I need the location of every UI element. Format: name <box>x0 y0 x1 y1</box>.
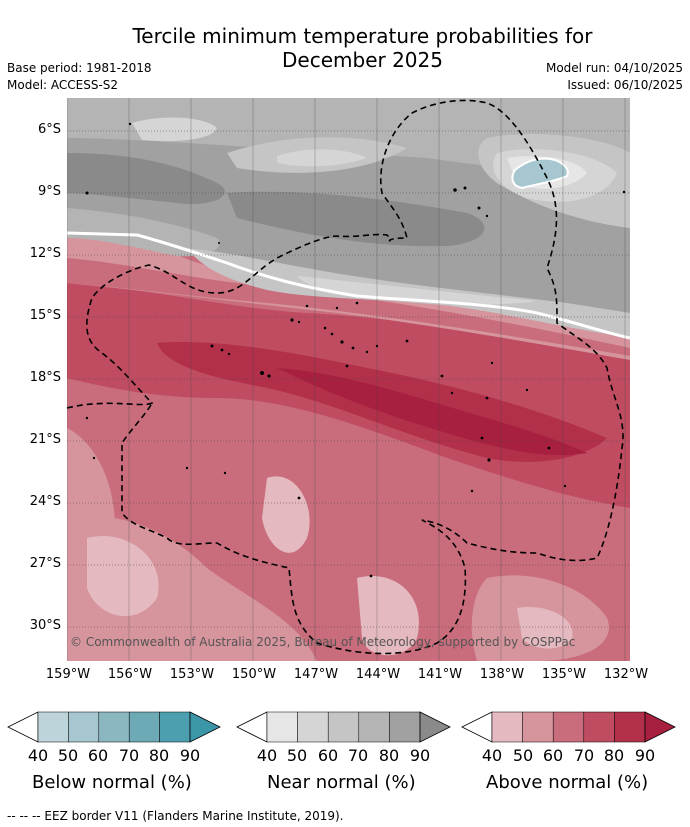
near-colorbar-segment <box>389 711 421 743</box>
below-tick-50: 50 <box>57 746 79 765</box>
below-colorbar-low-arrow <box>7 711 39 743</box>
issued-date: Issued: 06/10/2025 <box>567 78 683 92</box>
legend-above-colorbar <box>461 711 676 743</box>
near-colorbar-segment <box>358 711 390 743</box>
lon-label-159w: 159°W <box>45 667 91 682</box>
below-colorbar-segment <box>98 711 130 743</box>
above-40-patch-se <box>517 607 573 649</box>
lon-label-144w: 144°W <box>355 667 401 682</box>
above-tick-90: 90 <box>634 746 656 765</box>
model-run: Model run: 04/10/2025 <box>545 61 683 75</box>
near-50-patch-nw <box>132 117 217 142</box>
below-tick-60: 60 <box>87 746 109 765</box>
lat-label-30s: 30°S <box>29 618 61 633</box>
legend-near-title: Near normal (%) <box>267 772 416 793</box>
lon-label-138w: 138°W <box>479 667 525 682</box>
below-tick-40: 40 <box>27 746 49 765</box>
above-tick-70: 70 <box>573 746 595 765</box>
above-colorbar-segment <box>522 711 554 743</box>
lat-label-27s: 27°S <box>29 556 61 571</box>
lon-label-153w: 153°W <box>169 667 215 682</box>
lat-label-24s: 24°S <box>29 494 61 509</box>
legend-colorbars <box>7 711 676 743</box>
near-colorbar-segment <box>327 711 360 743</box>
below-normal-patch <box>511 157 569 190</box>
above-40-patch-center <box>262 476 310 553</box>
lon-label-147w: 147°W <box>293 667 339 682</box>
near-50-transition <box>297 276 537 305</box>
below-colorbar-segment <box>159 711 191 743</box>
above-colorbar-low-arrow <box>461 711 493 743</box>
base-period: Base period: 1981-2018 <box>7 61 152 75</box>
above-colorbar-segment <box>614 711 646 743</box>
below-tick-70: 70 <box>118 746 140 765</box>
lon-label-141w: 141°W <box>417 667 463 682</box>
below-colorbar-segment <box>37 711 69 743</box>
legend-below-colorbar <box>7 711 221 743</box>
above-tick-60: 60 <box>542 746 564 765</box>
below-colorbar-high-arrow <box>189 711 221 743</box>
near-50-patch-north <box>277 149 367 167</box>
above-tick-50: 50 <box>512 746 534 765</box>
eez-footnote: -- -- -- EEZ border V11 (Flanders Marine… <box>7 809 344 823</box>
near-tick-50: 50 <box>286 746 308 765</box>
near-70-patch-sw <box>67 208 220 257</box>
near-90-patch-center <box>227 191 485 247</box>
near-colorbar-high-arrow <box>419 711 451 743</box>
near-colorbar-segment <box>266 711 298 743</box>
above-colorbar-segment <box>552 711 585 743</box>
near-colorbar-low-arrow <box>236 711 268 743</box>
lon-label-135w: 135°W <box>541 667 587 682</box>
model-name: Model: ACCESS-S2 <box>7 78 119 92</box>
lat-label-18s: 18°S <box>29 370 61 385</box>
lat-label-6s: 6°S <box>37 122 61 137</box>
near-tick-60: 60 <box>317 746 339 765</box>
above-colorbar-segment <box>583 711 615 743</box>
above-tick-80: 80 <box>603 746 625 765</box>
lon-label-150w: 150°W <box>231 667 277 682</box>
meta-left: Base period: 1981-2018 Model: ACCESS-S2 <box>7 60 152 94</box>
map-svg <box>67 98 630 661</box>
above-40-patch-south <box>357 576 419 656</box>
legend-above-title: Above normal (%) <box>486 772 649 793</box>
lat-label-9s: 9°S <box>37 184 61 199</box>
near-90-patch-west <box>67 153 225 204</box>
below-tick-80: 80 <box>148 746 170 765</box>
lat-label-15s: 15°S <box>29 308 61 323</box>
near-tick-90: 90 <box>409 746 431 765</box>
below-colorbar-segment <box>128 711 160 743</box>
copyright-notice: © Commonwealth of Australia 2025, Bureau… <box>70 635 576 649</box>
tercile-boundary <box>67 231 630 340</box>
above-60-transition <box>67 258 630 356</box>
title-line-1: Tercile minimum temperature probabilitie… <box>132 24 593 48</box>
lat-label-21s: 21°S <box>29 432 61 447</box>
above-colorbar-high-arrow <box>644 711 676 743</box>
eez-border <box>67 99 624 655</box>
lat-label-12s: 12°S <box>29 246 61 261</box>
title-line-2: December 2025 <box>282 48 443 72</box>
lon-label-156w: 156°W <box>107 667 153 682</box>
meta-right: Model run: 04/10/2025 Issued: 06/10/2025 <box>546 60 683 94</box>
above-tick-40: 40 <box>481 746 503 765</box>
above-40-patch-sw <box>87 536 159 617</box>
lat-gridlines <box>67 130 630 628</box>
below-colorbar-segment <box>68 711 100 743</box>
near-colorbar-segment <box>297 711 329 743</box>
lon-label-132w: 132°W <box>603 667 649 682</box>
map-panel <box>67 98 630 661</box>
above-90-core <box>277 368 587 456</box>
map-title: Tercile minimum temperature probabilitie… <box>0 24 690 72</box>
islands <box>85 122 626 578</box>
below-tick-90: 90 <box>179 746 201 765</box>
above-colorbar-segment <box>491 711 523 743</box>
near-tick-80: 80 <box>378 746 400 765</box>
near-tick-70: 70 <box>347 746 369 765</box>
legend-near-colorbar <box>236 711 451 743</box>
legend-below-title: Below normal (%) <box>32 772 192 793</box>
near-tick-40: 40 <box>256 746 278 765</box>
